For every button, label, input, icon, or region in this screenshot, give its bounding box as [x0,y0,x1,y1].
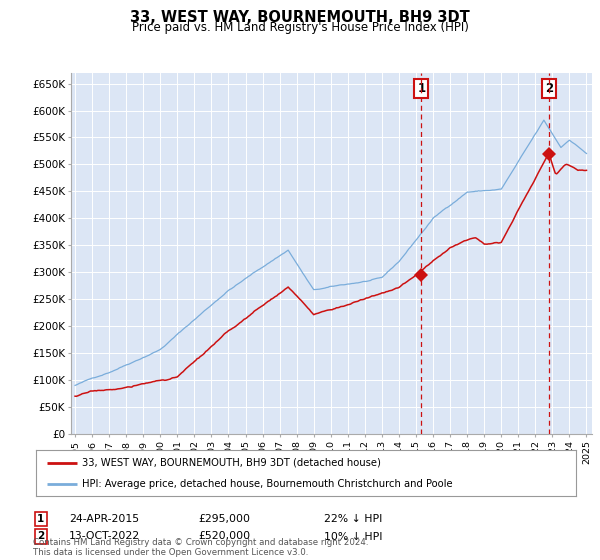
Text: Price paid vs. HM Land Registry's House Price Index (HPI): Price paid vs. HM Land Registry's House … [131,21,469,34]
Text: 13-OCT-2022: 13-OCT-2022 [69,531,140,542]
Text: £520,000: £520,000 [198,531,250,542]
Text: 2: 2 [545,82,553,95]
Text: HPI: Average price, detached house, Bournemouth Christchurch and Poole: HPI: Average price, detached house, Bour… [82,479,452,489]
Text: 2: 2 [37,531,44,542]
Text: £295,000: £295,000 [198,514,250,524]
Text: 24-APR-2015: 24-APR-2015 [69,514,139,524]
Text: 10% ↓ HPI: 10% ↓ HPI [324,531,383,542]
Text: 1: 1 [37,514,44,524]
Text: 33, WEST WAY, BOURNEMOUTH, BH9 3DT: 33, WEST WAY, BOURNEMOUTH, BH9 3DT [130,10,470,25]
Text: 33, WEST WAY, BOURNEMOUTH, BH9 3DT (detached house): 33, WEST WAY, BOURNEMOUTH, BH9 3DT (deta… [82,458,381,468]
Text: 1: 1 [417,82,425,95]
Text: Contains HM Land Registry data © Crown copyright and database right 2024.
This d: Contains HM Land Registry data © Crown c… [33,538,368,557]
Text: 22% ↓ HPI: 22% ↓ HPI [324,514,382,524]
